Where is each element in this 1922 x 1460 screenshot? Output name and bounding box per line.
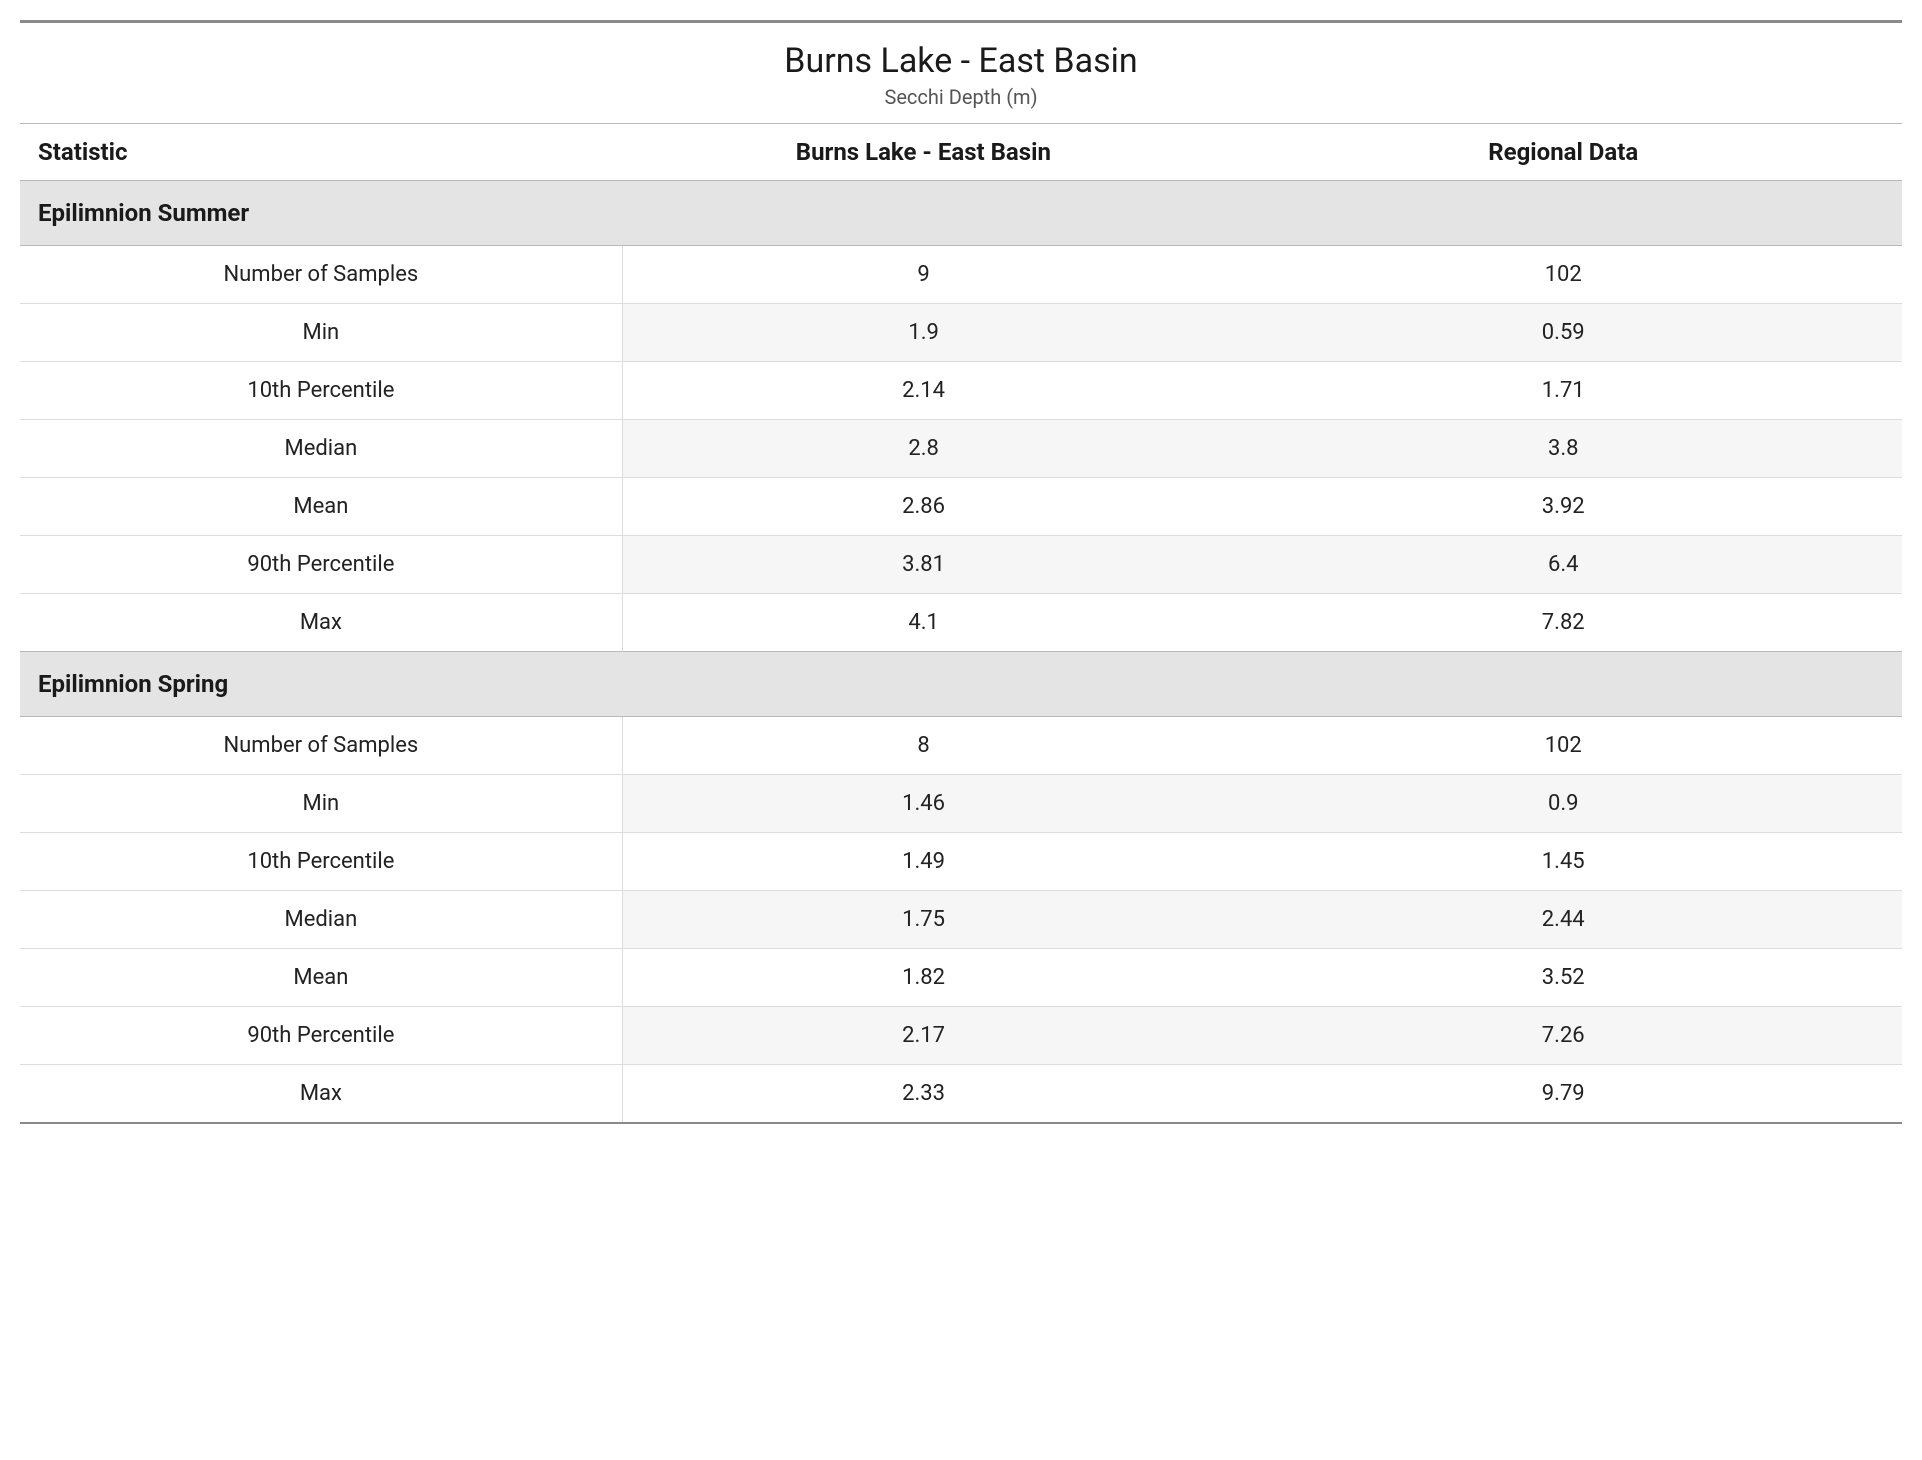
column-header-row: Statistic Burns Lake - East Basin Region…	[20, 124, 1902, 181]
statistic-name: Mean	[20, 478, 622, 536]
section-title: Epilimnion Spring	[20, 652, 1902, 717]
statistic-name: Number of Samples	[20, 717, 622, 775]
site-value: 4.1	[622, 594, 1224, 652]
region-value: 7.26	[1224, 1007, 1902, 1065]
statistic-name: 90th Percentile	[20, 536, 622, 594]
site-value: 3.81	[622, 536, 1224, 594]
table-row: Max 4.1 7.82	[20, 594, 1902, 652]
section-header: Epilimnion Spring	[20, 652, 1902, 717]
site-value: 2.86	[622, 478, 1224, 536]
site-value: 2.14	[622, 362, 1224, 420]
statistic-name: Mean	[20, 949, 622, 1007]
site-value: 2.17	[622, 1007, 1224, 1065]
table-row: Min 1.9 0.59	[20, 304, 1902, 362]
statistic-name: Median	[20, 891, 622, 949]
column-header-statistic: Statistic	[20, 124, 622, 181]
region-value: 102	[1224, 717, 1902, 775]
table-row: 90th Percentile 3.81 6.4	[20, 536, 1902, 594]
statistic-name: Number of Samples	[20, 246, 622, 304]
site-value: 1.49	[622, 833, 1224, 891]
section-title: Epilimnion Summer	[20, 181, 1902, 246]
table-row: 90th Percentile 2.17 7.26	[20, 1007, 1902, 1065]
region-value: 3.52	[1224, 949, 1902, 1007]
region-value: 0.9	[1224, 775, 1902, 833]
table-title: Burns Lake - East Basin	[20, 23, 1902, 85]
statistics-table: Burns Lake - East Basin Secchi Depth (m)…	[20, 20, 1902, 1124]
statistic-name: Min	[20, 304, 622, 362]
table-row: Median 2.8 3.8	[20, 420, 1902, 478]
region-value: 0.59	[1224, 304, 1902, 362]
table-row: Max 2.33 9.79	[20, 1065, 1902, 1124]
site-value: 1.82	[622, 949, 1224, 1007]
table-subtitle: Secchi Depth (m)	[20, 85, 1902, 124]
site-value: 1.46	[622, 775, 1224, 833]
region-value: 2.44	[1224, 891, 1902, 949]
site-value: 1.9	[622, 304, 1224, 362]
site-value: 8	[622, 717, 1224, 775]
statistic-name: 90th Percentile	[20, 1007, 622, 1065]
statistic-name: 10th Percentile	[20, 833, 622, 891]
site-value: 9	[622, 246, 1224, 304]
table-row: Number of Samples 9 102	[20, 246, 1902, 304]
statistic-name: Max	[20, 594, 622, 652]
statistic-name: Max	[20, 1065, 622, 1124]
site-value: 1.75	[622, 891, 1224, 949]
region-value: 1.71	[1224, 362, 1902, 420]
region-value: 3.92	[1224, 478, 1902, 536]
table-row: Min 1.46 0.9	[20, 775, 1902, 833]
table-row: 10th Percentile 1.49 1.45	[20, 833, 1902, 891]
statistic-name: Min	[20, 775, 622, 833]
column-header-region: Regional Data	[1224, 124, 1902, 181]
column-header-site: Burns Lake - East Basin	[622, 124, 1224, 181]
site-value: 2.33	[622, 1065, 1224, 1124]
region-value: 3.8	[1224, 420, 1902, 478]
table-row: Mean 1.82 3.52	[20, 949, 1902, 1007]
region-value: 6.4	[1224, 536, 1902, 594]
statistic-name: Median	[20, 420, 622, 478]
table-row: Mean 2.86 3.92	[20, 478, 1902, 536]
region-value: 1.45	[1224, 833, 1902, 891]
table-row: Median 1.75 2.44	[20, 891, 1902, 949]
section-header: Epilimnion Summer	[20, 181, 1902, 246]
site-value: 2.8	[622, 420, 1224, 478]
region-value: 102	[1224, 246, 1902, 304]
table-row: 10th Percentile 2.14 1.71	[20, 362, 1902, 420]
region-value: 7.82	[1224, 594, 1902, 652]
region-value: 9.79	[1224, 1065, 1902, 1124]
table-row: Number of Samples 8 102	[20, 717, 1902, 775]
statistic-name: 10th Percentile	[20, 362, 622, 420]
